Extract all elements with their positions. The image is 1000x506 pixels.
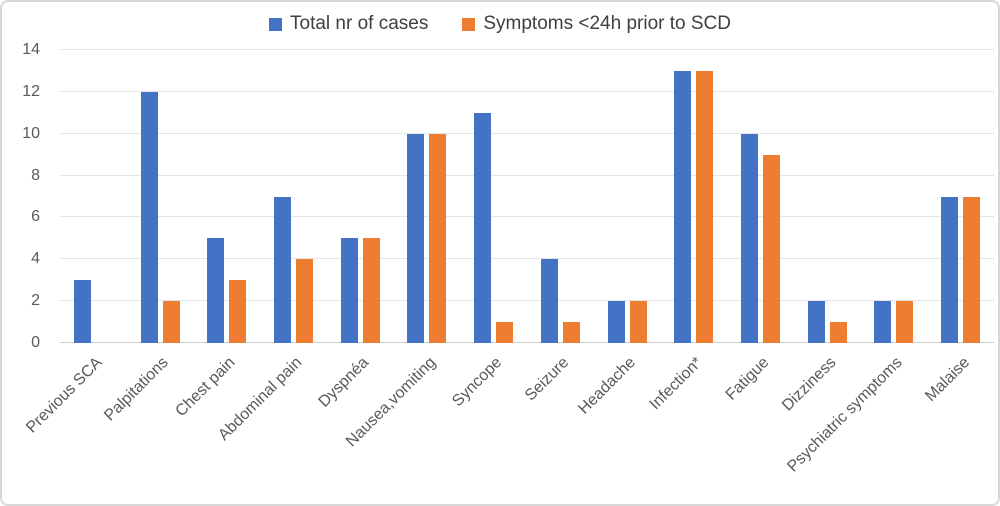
gridline bbox=[60, 258, 994, 260]
y-axis-tick-label: 10 bbox=[22, 124, 40, 142]
bar-group bbox=[327, 50, 394, 343]
bar-total-cases bbox=[274, 196, 292, 343]
bar-group bbox=[260, 50, 327, 343]
bar-total-cases bbox=[807, 301, 825, 343]
bar-group bbox=[794, 50, 861, 343]
plot-area bbox=[60, 49, 994, 343]
x-axis-label: Headache bbox=[575, 354, 640, 418]
bar-total-cases bbox=[140, 91, 158, 343]
bar-symptoms-24h bbox=[963, 196, 981, 343]
bar-group bbox=[527, 50, 594, 343]
gridline bbox=[60, 49, 994, 50]
y-axis-tick-label: 0 bbox=[31, 334, 40, 351]
bar-symptoms-24h bbox=[896, 301, 914, 343]
gridline bbox=[60, 90, 994, 92]
bar-symptoms-24h bbox=[562, 322, 580, 343]
gridline bbox=[60, 300, 994, 302]
bar-group bbox=[60, 50, 127, 343]
bar-symptoms-24h bbox=[496, 322, 514, 343]
x-axis-label: Fatigue bbox=[722, 354, 773, 404]
x-axis-label: Infection* bbox=[646, 354, 706, 414]
y-axis-tick-label: 2 bbox=[31, 292, 40, 310]
bar-total-cases bbox=[540, 259, 558, 343]
gridline bbox=[60, 174, 994, 176]
y-axis-tick-label: 14 bbox=[22, 41, 40, 58]
bars-layer bbox=[60, 50, 994, 343]
bar-group bbox=[594, 50, 661, 343]
bar-total-cases bbox=[874, 301, 892, 343]
bar-symptoms-24h bbox=[629, 301, 647, 343]
bar-total-cases bbox=[407, 133, 425, 343]
x-axis-label: Palpitations bbox=[101, 354, 173, 425]
x-axis-label: Previous SCA bbox=[22, 354, 106, 437]
y-axis-tick-label: 8 bbox=[31, 166, 40, 184]
legend-label-total-cases: Total nr of cases bbox=[290, 13, 429, 34]
x-axis-label: Dizziness bbox=[778, 354, 840, 415]
bar-group bbox=[927, 50, 994, 343]
y-axis-tick-label: 4 bbox=[31, 250, 40, 268]
bar-group bbox=[861, 50, 928, 343]
bar-symptoms-24h bbox=[362, 238, 380, 343]
x-axis-category-labels: Previous SCA Palpitations Chest pain Abdomi… bbox=[23, 350, 994, 500]
x-axis-label: Malaise bbox=[921, 354, 973, 406]
bar-group bbox=[193, 50, 260, 343]
bar-total-cases bbox=[73, 280, 91, 343]
bar-symptoms-24h bbox=[296, 259, 314, 343]
legend-item-total-cases: Total nr of cases bbox=[269, 13, 428, 35]
bar-symptoms-24h bbox=[763, 154, 781, 343]
x-axis-line bbox=[60, 342, 994, 343]
y-axis-tick-label: 12 bbox=[22, 82, 40, 100]
bar-group bbox=[660, 50, 727, 343]
bar-symptoms-24h bbox=[429, 133, 447, 343]
y-axis-tick-label: 6 bbox=[31, 208, 40, 226]
bar-symptoms-24h bbox=[696, 70, 714, 343]
bar-total-cases bbox=[340, 238, 358, 343]
bar-total-cases bbox=[741, 133, 759, 343]
bar-total-cases bbox=[607, 301, 625, 343]
bar-group bbox=[394, 50, 461, 343]
bar-symptoms-24h bbox=[162, 301, 180, 343]
bar-total-cases bbox=[474, 112, 492, 343]
gridline bbox=[60, 216, 994, 218]
legend-swatch-symptoms-24h-icon bbox=[462, 17, 476, 31]
x-axis-label: Chest pain bbox=[172, 354, 239, 421]
gridline bbox=[60, 132, 994, 134]
bar-group bbox=[727, 50, 794, 343]
bar-symptoms-24h bbox=[829, 322, 847, 343]
bar-group bbox=[460, 50, 527, 343]
x-axis-label: Psychiatric symptoms bbox=[784, 354, 906, 476]
bar-total-cases bbox=[674, 70, 692, 343]
bar-total-cases bbox=[207, 238, 225, 343]
x-axis-label: Dyspnéa bbox=[315, 354, 373, 411]
x-axis-label: Seizure bbox=[521, 354, 573, 405]
bar-total-cases bbox=[941, 196, 959, 343]
x-axis-label: Syncope bbox=[449, 354, 506, 411]
legend: Total nr of cases Symptoms <24h prior to… bbox=[2, 13, 998, 35]
bar-symptoms-24h bbox=[229, 280, 247, 343]
bar-group bbox=[127, 50, 194, 343]
y-axis-tick-labels: 0 2 4 6 8 10 12 14 bbox=[2, 42, 48, 351]
legend-item-symptoms-24h: Symptoms <24h prior to SCD bbox=[462, 13, 731, 35]
legend-swatch-total-cases-icon bbox=[269, 17, 283, 31]
legend-label-symptoms-24h: Symptoms <24h prior to SCD bbox=[483, 13, 731, 34]
